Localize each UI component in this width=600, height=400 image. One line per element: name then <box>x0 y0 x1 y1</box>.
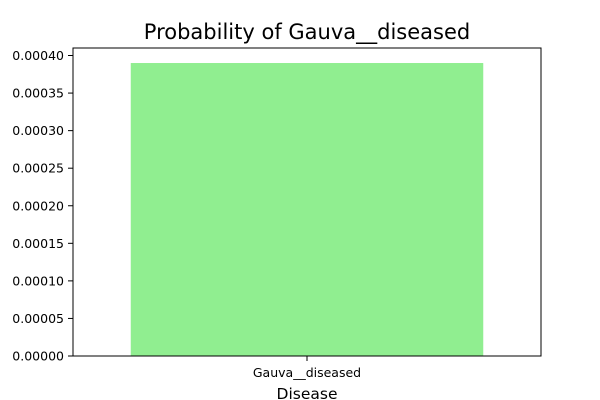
bar-Gauva__diseased <box>130 63 484 357</box>
x-axis-label: Disease <box>277 385 338 400</box>
y-tick-label: 0.00035 <box>12 86 64 101</box>
plot-frame <box>72 47 542 357</box>
y-tick-label: 0.00040 <box>12 48 64 63</box>
y-tick-label: 0.00010 <box>12 273 64 288</box>
plot-area: Gauva__diseased 0.00000 0.00005 0.00010 0.00… <box>12 47 542 380</box>
y-tick-label: 0.00030 <box>12 123 64 138</box>
x-tick-label: Gauva__diseased <box>253 365 361 380</box>
y-tick-label: 0.00005 <box>12 311 64 326</box>
y-tick-label: 0.00020 <box>12 198 64 213</box>
y-tick-label: 0.00025 <box>12 161 64 176</box>
chart-title: Probability of Gauva__diseased <box>144 20 470 45</box>
y-tick-label: 0.00000 <box>12 349 64 364</box>
y-tick-label: 0.00015 <box>12 236 64 251</box>
